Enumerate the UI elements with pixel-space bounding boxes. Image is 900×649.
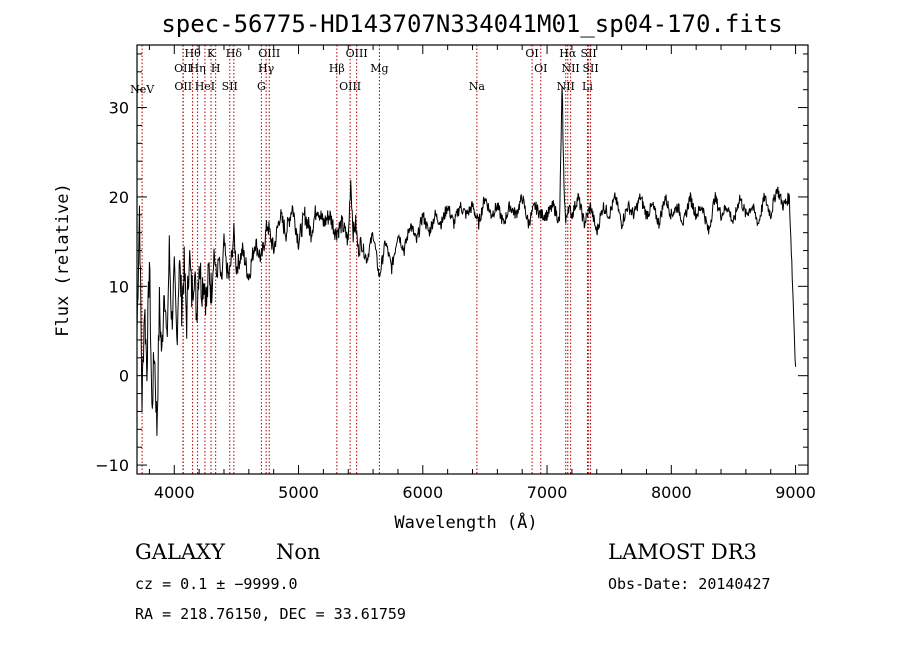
y-tick-label: 30: [109, 99, 129, 118]
x-tick-label: 4000: [154, 483, 195, 502]
x-tick-label: 6000: [402, 483, 443, 502]
plot-frame: [136, 44, 809, 475]
spectral-line-label: H: [211, 62, 221, 75]
object-subclass: Non: [276, 540, 321, 564]
spectral-line-label: HeI: [195, 80, 215, 93]
spectral-line-label: OIII: [339, 80, 361, 93]
spectral-line-label: OIII: [258, 47, 280, 60]
spectral-line-label: Hδ: [226, 47, 243, 60]
spectral-line-label: OI: [525, 47, 538, 60]
spectral-line-markers: [141, 45, 592, 474]
y-axis-ticks: −10 0 10 20 30: [95, 53, 808, 475]
spectral-line-label: Mg: [370, 62, 388, 75]
coordinates: RA = 218.76150, DEC = 33.61759: [135, 605, 406, 623]
spectral-line-label: SII: [582, 62, 598, 75]
x-axis-ticks: 4000 5000 6000 7000 8000 9000: [148, 45, 816, 502]
spectral-line-label: OIII: [346, 47, 368, 60]
x-tick-label: 8000: [651, 483, 692, 502]
y-tick-label: −10: [95, 456, 129, 475]
flux-line: [136, 86, 797, 436]
object-class: GALAXY: [135, 540, 226, 564]
spectral-line-label: NII: [561, 62, 579, 75]
x-tick-label: 5000: [278, 483, 319, 502]
spectral-line-label: OII: [174, 62, 192, 75]
spectral-line-label: SII: [581, 47, 597, 60]
spectral-line-label: NII: [557, 80, 575, 93]
y-tick-label: 0: [119, 367, 129, 386]
spectral-line-label: SII: [222, 80, 238, 93]
spectral-line-label: NeV: [130, 83, 155, 96]
spectral-line-label: Li: [582, 80, 593, 93]
y-axis-label: Flux (relative): [53, 183, 73, 337]
spectral-line-label: Hθ: [184, 47, 201, 60]
spectral-line-label: OI: [534, 62, 547, 75]
survey-name: LAMOST DR3: [608, 540, 757, 564]
x-tick-label: 7000: [527, 483, 568, 502]
spectral-line-label: OII: [174, 80, 192, 93]
y-tick-label: 10: [109, 277, 129, 296]
y-tick-label: 20: [109, 188, 129, 207]
spectral-line-label: Na: [469, 80, 486, 93]
spectral-line-label: G: [257, 80, 266, 93]
observation-date: Obs-Date: 20140427: [608, 575, 771, 593]
chart-title: spec-56775-HD143707N334041M01_sp04-170.f…: [161, 10, 782, 38]
spectral-line-label: Hβ: [329, 62, 345, 75]
spectral-line-labels: NeVOIIOIIHθHηHeIKHSIIHδHγGOIIIHβOIIIOIII…: [130, 47, 599, 96]
spectral-line-label: Hα: [559, 47, 577, 60]
redshift-cz: cz = 0.1 ± −9999.0: [135, 575, 298, 593]
flux-series: [136, 86, 797, 436]
spectral-line-label: Hη: [190, 62, 206, 75]
x-axis-label: Wavelength (Å): [394, 511, 537, 533]
spectral-line-label: Hγ: [258, 62, 275, 75]
spectral-line-label: K: [207, 47, 216, 60]
x-tick-label: 9000: [775, 483, 816, 502]
